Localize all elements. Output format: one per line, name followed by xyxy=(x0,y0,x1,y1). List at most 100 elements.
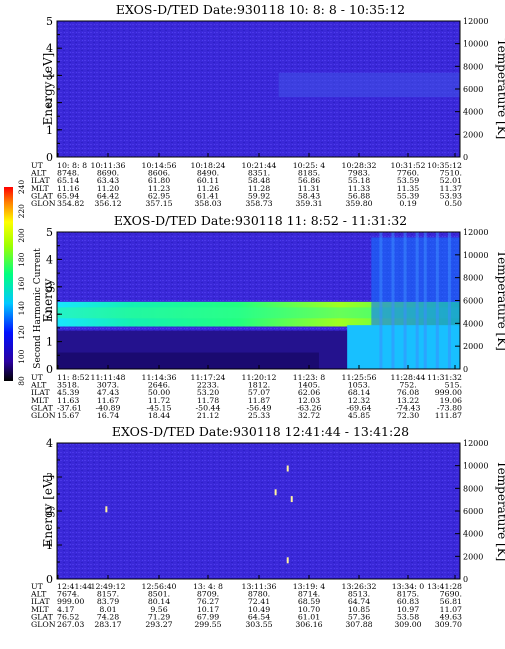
table-cell: 53.58 xyxy=(397,612,419,621)
y-right-tick-label: 10000 xyxy=(463,462,488,471)
table-cell: 12.03 xyxy=(298,396,320,405)
table-cell: 8513. xyxy=(348,590,370,599)
table-cell: 55.18 xyxy=(348,176,370,185)
table-cell: 356.12 xyxy=(94,199,121,208)
table-cell: 32.72 xyxy=(298,411,320,420)
y-right-tick-label: 6000 xyxy=(463,85,483,94)
heat-streak xyxy=(447,232,451,369)
table-cell: 8157. xyxy=(97,590,119,599)
table-cell: -50.44 xyxy=(196,403,221,412)
table-cell: 0.19 xyxy=(399,199,416,208)
y-tick-label: 2 xyxy=(46,505,53,518)
table-cell: 55.39 xyxy=(397,191,419,200)
table-cell: 306.16 xyxy=(295,620,322,629)
table-cell: 83.79 xyxy=(97,597,119,606)
table-cell: 76.52 xyxy=(57,612,79,621)
table-cell: 25.33 xyxy=(248,411,270,420)
y-tick-label: 0 xyxy=(46,151,53,164)
table-cell: 68.14 xyxy=(348,388,370,397)
y-right-tick-label: 8000 xyxy=(463,62,483,71)
table-cell: 11.33 xyxy=(348,184,370,193)
table-cell: 11.35 xyxy=(397,184,419,193)
table-cell: 13:41:28 xyxy=(427,582,462,591)
y-tick-label: 4 xyxy=(46,437,53,450)
table-cell: 293.27 xyxy=(145,620,172,629)
table-cell: 61.80 xyxy=(148,176,170,185)
chart-title: EXOS-D/TED Date:930118 12:41:44 - 13:41:… xyxy=(112,424,409,439)
table-cell: 357.15 xyxy=(145,199,172,208)
plot-area xyxy=(57,443,460,579)
table-cell: 76.27 xyxy=(197,597,219,606)
row-label: GLON xyxy=(31,620,56,629)
table-cell: 359.80 xyxy=(345,199,372,208)
heat-band xyxy=(278,72,460,98)
table-cell: 2233. xyxy=(197,381,219,390)
y-right-tick-label: 10000 xyxy=(463,251,488,260)
y-tick-label: 3 xyxy=(46,281,53,294)
colorbar-tick-label: 200 xyxy=(17,228,26,243)
table-cell: 65.14 xyxy=(57,176,79,185)
heat-dot xyxy=(286,557,289,564)
table-cell: 7510. xyxy=(440,169,462,178)
table-cell: 60.83 xyxy=(397,597,419,606)
table-cell: 10.70 xyxy=(298,605,320,614)
y-right-tick-label: 4000 xyxy=(463,319,483,328)
table-cell: 11.72 xyxy=(148,396,170,405)
y-right-tick-label: 2000 xyxy=(463,552,483,561)
table-cell: 8780. xyxy=(248,590,270,599)
colorbar-tick-label: 140 xyxy=(17,301,26,316)
y-right-tick-label: 2000 xyxy=(463,342,483,351)
y-right-tick-label: 8000 xyxy=(463,274,483,283)
table-cell: 11.67 xyxy=(97,396,119,405)
row-label: MLT xyxy=(31,396,50,405)
table-cell: 72.41 xyxy=(248,597,270,606)
table-cell: 11:17:24 xyxy=(190,373,225,382)
table-cell: 7690. xyxy=(440,590,462,599)
table-cell: 57.36 xyxy=(348,612,370,621)
table-cell: 11.26 xyxy=(197,184,219,193)
row-label: ILAT xyxy=(31,388,50,397)
row-label: UT xyxy=(31,161,44,170)
table-cell: 8175. xyxy=(397,590,419,599)
y-tick-label: 5 xyxy=(46,226,53,239)
table-cell: 8748. xyxy=(57,169,79,178)
heat-streak xyxy=(423,232,427,369)
table-cell: 359.31 xyxy=(295,199,322,208)
y-right-tick-label: 6000 xyxy=(463,297,483,306)
table-cell: 57.07 xyxy=(248,388,270,397)
table-cell: 10: 8: 8 xyxy=(57,161,87,170)
table-cell: 10:18:24 xyxy=(190,161,225,170)
table-cell: 49.63 xyxy=(440,612,462,621)
table-cell: 76.08 xyxy=(397,388,419,397)
table-cell: 80.14 xyxy=(148,597,170,606)
table-cell: -45.15 xyxy=(147,403,172,412)
table-cell: 267.03 xyxy=(57,620,84,629)
y-axis-label: Energy [eV] xyxy=(41,53,55,126)
table-cell: 11:14:36 xyxy=(141,373,176,382)
y-tick-label: 3 xyxy=(46,471,53,484)
colorbar-tick-label: 160 xyxy=(17,277,26,292)
row-label: ALT xyxy=(30,169,47,178)
table-cell: -74.43 xyxy=(396,403,421,412)
table-cell: 21.12 xyxy=(197,411,219,420)
heat-streak xyxy=(379,232,383,369)
y-tick-label: 5 xyxy=(46,15,53,28)
y-tick-label: 2 xyxy=(46,308,53,321)
table-cell: 10:35:12 xyxy=(427,161,462,170)
y-right-tick-label: 0 xyxy=(463,365,468,374)
table-cell: 111.87 xyxy=(435,411,462,420)
table-cell: 63.43 xyxy=(97,176,119,185)
y-right-tick-label: 2000 xyxy=(463,130,483,139)
table-cell: 45.85 xyxy=(348,411,370,420)
table-cell: 11.31 xyxy=(298,184,320,193)
table-cell: 16.74 xyxy=(97,411,119,420)
colorbar-tick-label: 80 xyxy=(17,376,26,386)
y-right-tick-label: 0 xyxy=(463,575,468,584)
chart-title: EXOS-D/TED Date:930118 11: 8:52 - 11:31:… xyxy=(114,213,407,228)
y-tick-label: 4 xyxy=(46,253,53,266)
y-right-tick-label: 8000 xyxy=(463,484,483,493)
y-right-tick-label: 4000 xyxy=(463,108,483,117)
table-cell: 58.48 xyxy=(248,176,270,185)
table-cell: 47.43 xyxy=(97,388,119,397)
table-cell: 18.44 xyxy=(148,411,170,420)
